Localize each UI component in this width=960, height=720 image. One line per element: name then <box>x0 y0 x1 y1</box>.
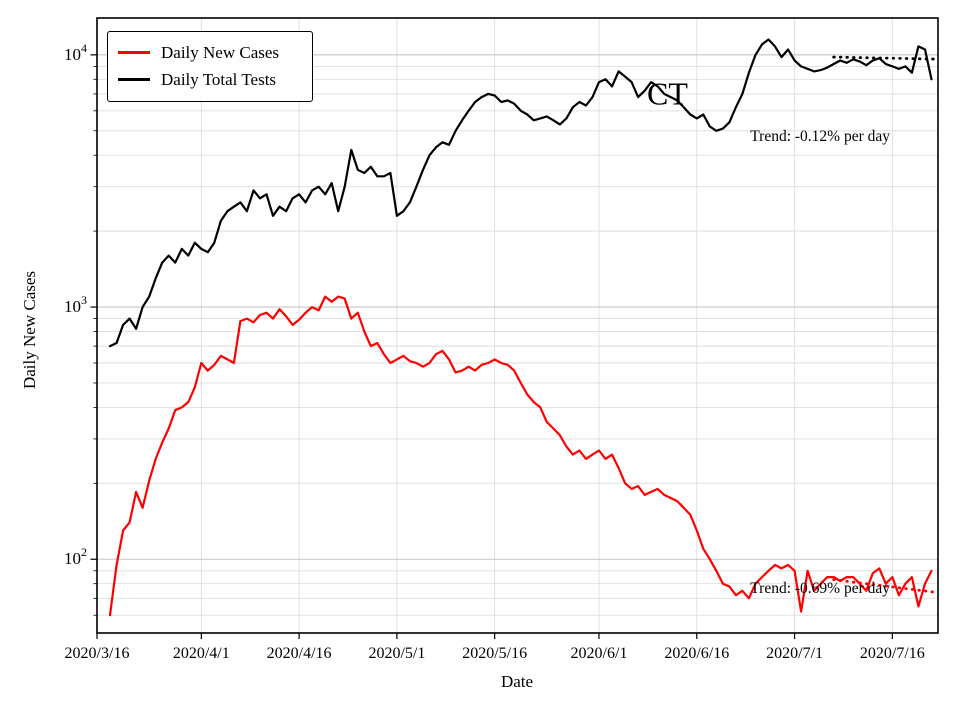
trend-line <box>832 578 937 594</box>
x-tick-label: 2020/3/16 <box>65 645 130 662</box>
tick-layer: 2020/3/16 2020/4/1 2020/4/16 2020/5/1 2020/5… <box>64 41 925 662</box>
legend-line-daily-total-tests-icon <box>118 78 150 81</box>
x-tick-label: 2020/5/16 <box>462 645 527 662</box>
legend-entry-daily-new-cases: Daily New Cases <box>118 39 302 66</box>
series-line-daily-new-cases <box>108 295 933 617</box>
annotation-text: CT <box>647 75 688 111</box>
series-line-daily-total-tests <box>108 38 933 348</box>
trend-line <box>832 55 937 61</box>
trend-layer <box>832 55 937 594</box>
x-tick-label: 2020/6/1 <box>571 645 628 662</box>
annotation-text: Trend: -0.12% per day <box>750 128 890 145</box>
x-tick-label: 2020/4/1 <box>173 645 230 662</box>
x-tick-label: 2020/4/16 <box>267 645 332 662</box>
legend-label-daily-total-tests: Daily Total Tests <box>161 70 277 89</box>
x-axis-title: Date <box>500 672 534 691</box>
y-axis-title: Daily New Cases <box>20 270 39 390</box>
y-tick-label: 104 <box>64 41 87 64</box>
x-tick-label: 2020/6/16 <box>664 645 729 662</box>
x-tick-label: 2020/7/1 <box>766 645 823 662</box>
plot-border <box>96 17 939 634</box>
legend-line-daily-new-cases-icon <box>118 51 150 54</box>
legend: Daily New Cases Daily Total Tests <box>107 31 313 102</box>
legend-label-daily-new-cases: Daily New Cases <box>161 43 280 62</box>
y-tick-label: 103 <box>64 293 87 316</box>
annotation-layer: CT Trend: -0.12% per day Trend: -0.69% per… <box>647 75 890 596</box>
y-tick-label: 102 <box>64 545 87 568</box>
grid-layer <box>97 18 938 633</box>
x-tick-label: 2020/7/16 <box>860 645 925 662</box>
legend-entry-daily-total-tests: Daily Total Tests <box>118 66 302 93</box>
x-tick-label: 2020/5/1 <box>368 645 425 662</box>
series-layer <box>108 38 933 617</box>
annotation-text: Trend: -0.69% per day <box>750 580 890 597</box>
